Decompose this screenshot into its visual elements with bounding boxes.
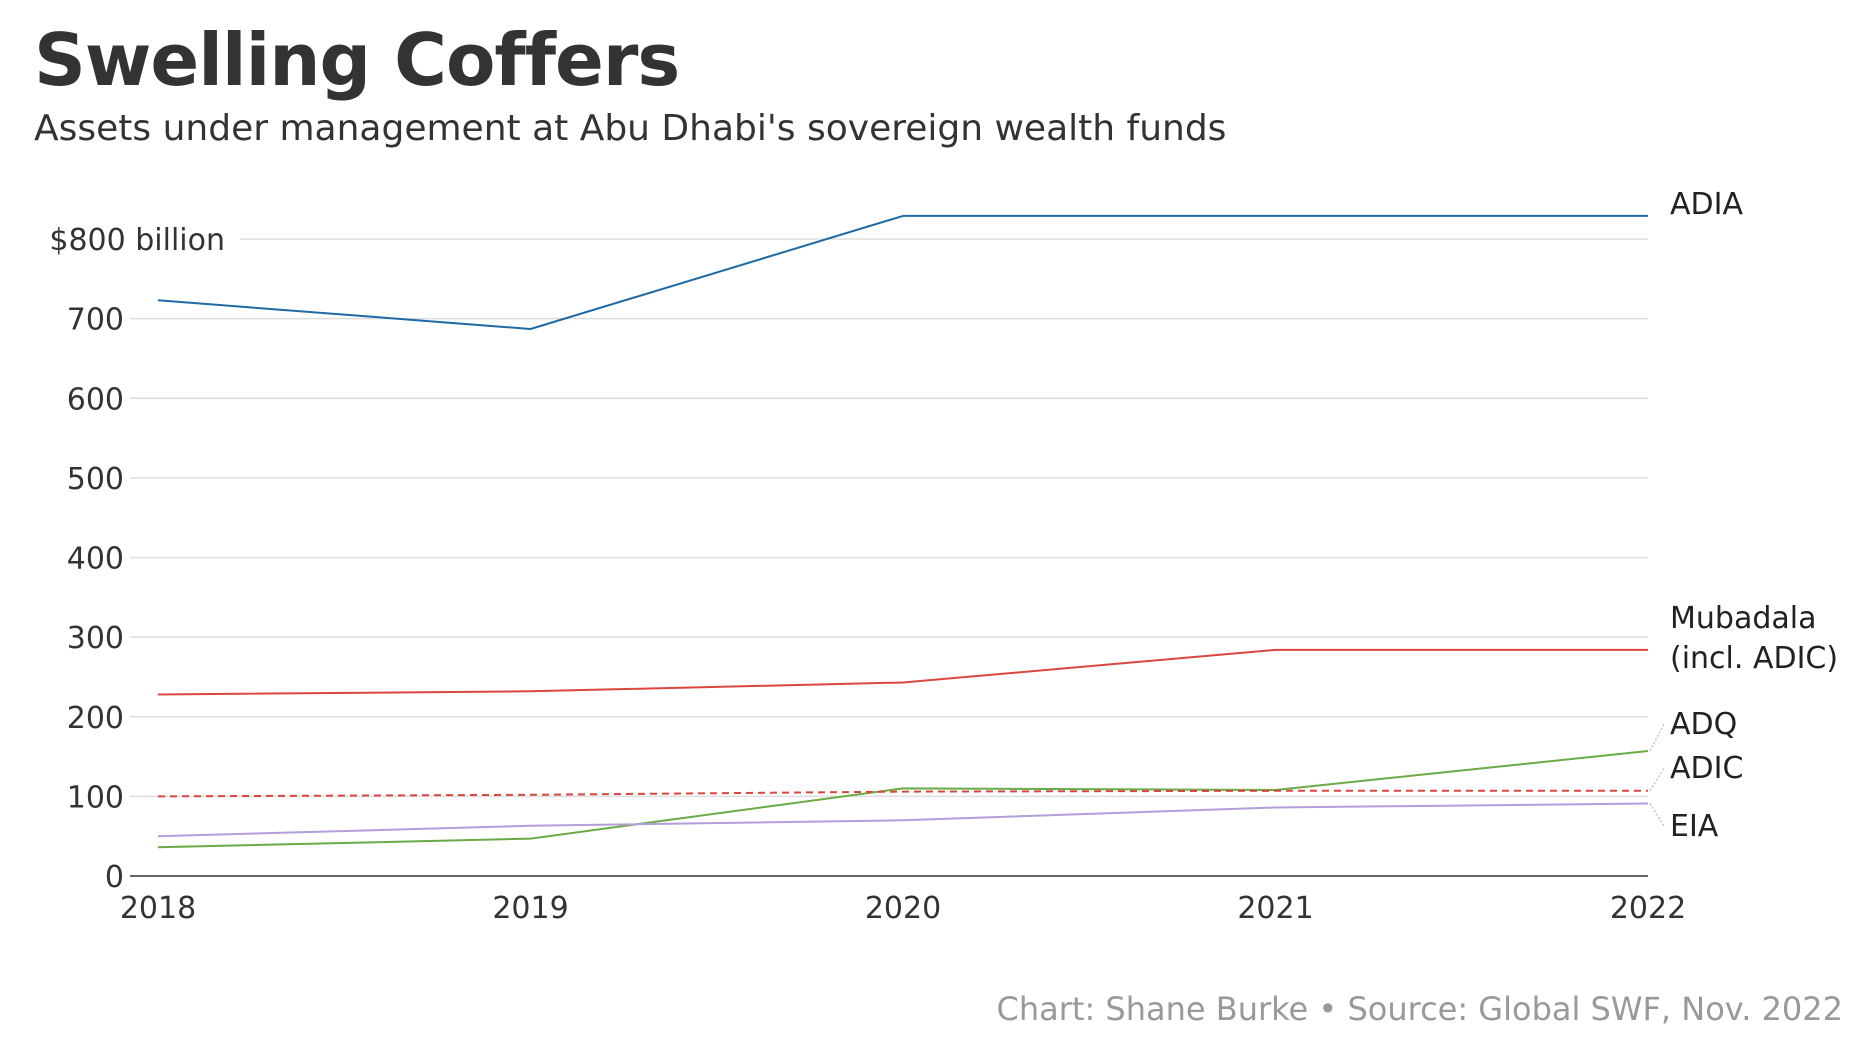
series-label: ADQ	[1670, 707, 1737, 742]
y-axis-tick-labels: 0 100 200 300 400 500 600 700 $800 billion	[49, 223, 225, 895]
y-tick-label: 200	[67, 701, 124, 736]
chart-source-credit: Chart: Shane Burke • Source: Global SWF,…	[996, 990, 1843, 1028]
x-tick-label: 2021	[1237, 891, 1313, 926]
y-tick-label: 400	[67, 542, 124, 577]
series-line-adic	[157, 789, 1648, 798]
leader-line	[1649, 723, 1665, 752]
gridlines	[130, 238, 1648, 877]
y-tick-label: 300	[67, 621, 124, 656]
series-label: ADIC	[1670, 751, 1743, 786]
x-tick-label: 2019	[492, 891, 568, 926]
leader-line	[1649, 767, 1665, 792]
chart-subtitle: Assets under management at Abu Dhabi's s…	[34, 108, 1227, 149]
chart-title: Swelling Coffers	[34, 18, 680, 102]
series-line-mubadala-incl-adic	[157, 648, 1648, 696]
x-tick-label: 2022	[1610, 891, 1686, 926]
x-tick-label: 2020	[865, 891, 941, 926]
series-line-adia	[157, 214, 1648, 330]
series-line-eia	[157, 802, 1649, 838]
series-label: Mubadala	[1670, 601, 1816, 636]
y-tick-label: 0	[105, 860, 124, 895]
y-tick-label: $800 billion	[49, 223, 225, 258]
y-tick-label: 100	[67, 780, 124, 815]
series-label: ADIA	[1670, 187, 1743, 222]
series-lines	[157, 214, 1649, 849]
y-tick-label: 600	[67, 382, 124, 417]
series-label: EIA	[1670, 809, 1719, 844]
y-tick-label: 500	[67, 462, 124, 497]
series-line-adq	[157, 750, 1649, 849]
x-tick-label: 2018	[120, 891, 196, 926]
series-label: (incl. ADIC)	[1670, 641, 1838, 676]
leader-line	[1649, 803, 1665, 827]
x-axis-tick-labels: 2018 2019 2020 2021 2022	[120, 891, 1686, 926]
y-tick-label: 700	[67, 303, 124, 338]
series-labels: ADIA Mubadala (incl. ADIC) ADQ ADIC EIA	[1649, 187, 1838, 844]
